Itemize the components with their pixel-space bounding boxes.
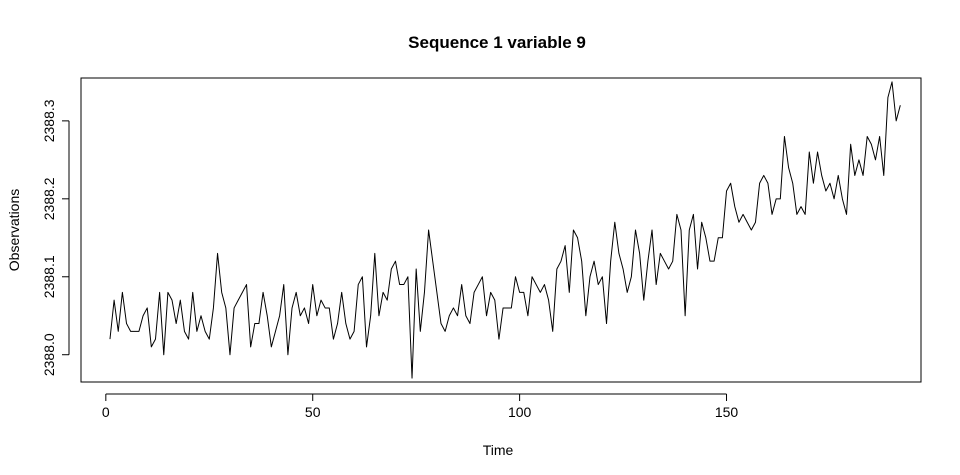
x-tick-label: 100	[508, 404, 532, 420]
x-axis-label: Time	[483, 442, 514, 458]
y-tick-label: 2388.3	[41, 99, 57, 142]
plot-frame	[80, 77, 922, 383]
y-tick-label: 2388.2	[41, 177, 57, 220]
data-marks	[109, 81, 901, 379]
y-tick-label: 2388.1	[41, 255, 57, 298]
x-axis: 0 50 100 150	[102, 393, 739, 420]
y-axis-label: Observations	[6, 189, 22, 271]
chart-title: Sequence 1 variable 9	[408, 33, 586, 52]
x-tick-label: 0	[102, 404, 110, 420]
y-axis: 2388.0 2388.1 2388.2 2388.3	[41, 99, 70, 376]
y-tick-label: 2388.0	[41, 333, 57, 376]
x-tick-label: 150	[715, 404, 739, 420]
x-tick-label: 50	[305, 404, 321, 420]
series-line-1	[109, 81, 901, 379]
